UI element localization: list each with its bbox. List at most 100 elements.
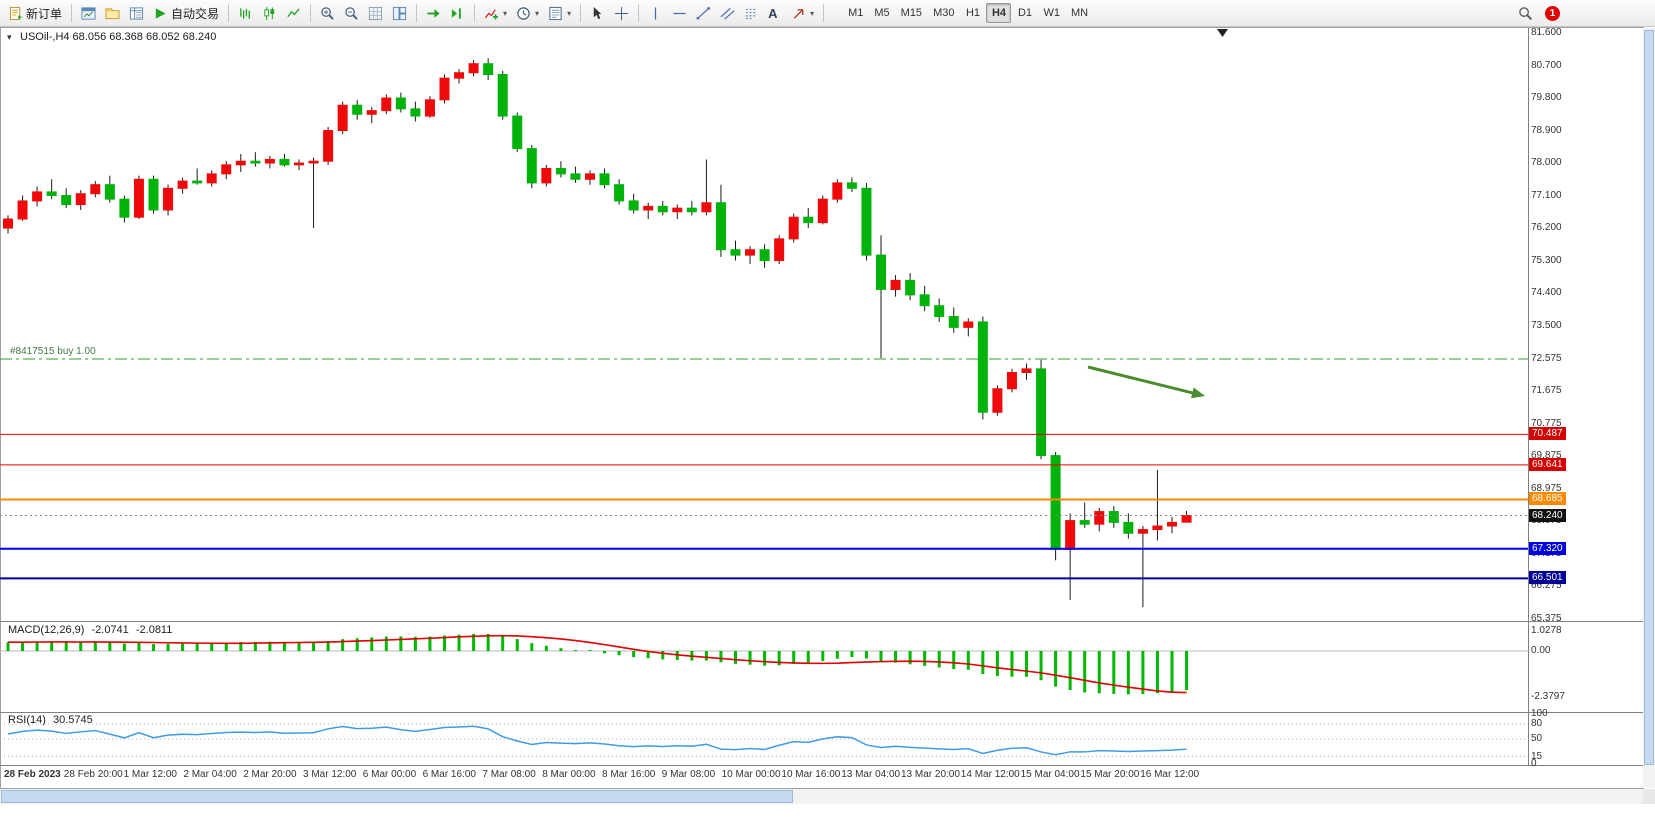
- vertical-scrollbar[interactable]: [1643, 28, 1655, 788]
- profiles-icon: [105, 6, 120, 21]
- dropdown-caret-icon: ▾: [810, 8, 815, 18]
- cursor-button[interactable]: [586, 2, 609, 24]
- bars-icon: [238, 6, 253, 21]
- toolbar-buttons: 新订单 自动交易 ▾ ▾ ▾ A ▾: [4, 2, 828, 24]
- chart-shift-button[interactable]: [446, 2, 469, 24]
- arrows-button[interactable]: ▾: [787, 2, 818, 24]
- vertical-line-button[interactable]: [644, 2, 667, 24]
- clock-icon: [516, 6, 531, 21]
- toolbar-separator: [580, 4, 582, 22]
- indicators-button[interactable]: ▾: [480, 2, 511, 24]
- auto-trading-label: 自动交易: [171, 6, 220, 21]
- rsi-value: 30.5745: [52, 714, 93, 726]
- toolbar-separator: [638, 4, 640, 22]
- crosshair-button[interactable]: [610, 2, 633, 24]
- search-button[interactable]: [1514, 2, 1537, 24]
- zoom-out-button[interactable]: [340, 2, 363, 24]
- timeframe-h4-button[interactable]: H4: [986, 3, 1012, 23]
- toolbar-separator: [228, 4, 230, 22]
- profiles-button[interactable]: [101, 2, 124, 24]
- horizontal-line-button[interactable]: [668, 2, 691, 24]
- trendline-button[interactable]: [692, 2, 715, 24]
- vline-icon: [648, 6, 663, 21]
- timeframe-m30-button[interactable]: M30: [928, 3, 959, 23]
- cursor-icon: [590, 6, 605, 21]
- arrow-tool-icon: [791, 6, 806, 21]
- template-icon: [548, 6, 563, 21]
- timeframe-toolbar: M1 M5 M15 M30 H1 H4 D1 W1 MN: [843, 3, 1093, 23]
- timeframe-m5-button[interactable]: M5: [869, 3, 894, 23]
- macd-value-signal: -2.0811: [135, 624, 173, 636]
- search-icon: [1518, 6, 1533, 21]
- templates-button[interactable]: ▾: [544, 2, 575, 24]
- toolbar-separator: [71, 4, 73, 22]
- dropdown-caret-icon: ▾: [503, 8, 508, 18]
- new-order-label: 新订单: [26, 6, 63, 21]
- rsi-title-text: RSI(14): [8, 714, 46, 726]
- new-order-button[interactable]: 新订单: [4, 2, 66, 24]
- scrollbar-corner: [1643, 789, 1655, 804]
- chart-shift-icon: [450, 6, 465, 21]
- candlestick-chart-button[interactable]: [258, 2, 281, 24]
- zoom-in-icon: [320, 6, 335, 21]
- timeframe-w1-button[interactable]: W1: [1038, 3, 1065, 23]
- rsi-title: RSI(14) 30.5745: [8, 714, 93, 726]
- macd-value-main: -2.0741: [91, 624, 129, 636]
- tile-windows-button[interactable]: [388, 2, 411, 24]
- line-chart-button[interactable]: [282, 2, 305, 24]
- toolbar-separator: [823, 4, 825, 22]
- toolbar-separator: [474, 4, 476, 22]
- bar-chart-button[interactable]: [234, 2, 257, 24]
- chart-grid-icon: [81, 6, 96, 21]
- timeframe-m15-button[interactable]: M15: [896, 3, 927, 23]
- timeframe-m1-button[interactable]: M1: [843, 3, 868, 23]
- crosshair-icon: [614, 6, 629, 21]
- candles-icon: [262, 6, 277, 21]
- hline-icon: [672, 6, 687, 21]
- fibo-icon: [744, 6, 759, 21]
- auto-trading-button[interactable]: 自动交易: [149, 2, 223, 24]
- new-order-icon: [8, 6, 23, 21]
- text-a-icon: A: [768, 5, 778, 21]
- open-chart-button[interactable]: [77, 2, 100, 24]
- market-watch-button[interactable]: [125, 2, 148, 24]
- chart-title-text: USOil-,H4 68.056 68.368 68.052 68.240: [20, 31, 217, 43]
- text-button[interactable]: A: [764, 2, 786, 24]
- play-icon: [153, 6, 168, 21]
- channel-icon: [720, 6, 735, 21]
- equidistant-channel-button[interactable]: [716, 2, 739, 24]
- fibonacci-button[interactable]: [740, 2, 763, 24]
- line-icon: [286, 6, 301, 21]
- buy-order-label: #8417515 buy 1.00: [10, 346, 96, 357]
- timeframe-d1-button[interactable]: D1: [1012, 3, 1037, 23]
- macd-title: MACD(12,26,9) -2.0741 -2.0811: [8, 624, 172, 636]
- auto-scroll-icon: [426, 6, 441, 21]
- grid-button[interactable]: [364, 2, 387, 24]
- toolbar: 新订单 自动交易 ▾ ▾ ▾ A ▾ M1 M5 M15 M30 H1 H4 D1 W1 MN 1: [0, 0, 1655, 27]
- timeframe-h1-button[interactable]: H1: [960, 3, 985, 23]
- toolbar-right: 1: [1514, 2, 1560, 24]
- symbol-dropdown-icon[interactable]: ▾: [7, 32, 12, 42]
- chart-title: USOil-,H4 68.056 68.368 68.052 68.240: [20, 31, 216, 43]
- tiles-icon: [392, 6, 407, 21]
- zoom-out-icon: [344, 6, 359, 21]
- toolbar-separator: [310, 4, 312, 22]
- dropdown-caret-icon: ▾: [567, 8, 572, 18]
- dropdown-caret-icon: ▾: [535, 8, 540, 18]
- timeframe-mn-button[interactable]: MN: [1066, 3, 1093, 23]
- indicator-add-icon: [484, 6, 499, 21]
- notification-badge[interactable]: 1: [1545, 5, 1560, 21]
- market-watch-icon: [129, 6, 144, 21]
- auto-scroll-button[interactable]: [422, 2, 445, 24]
- vertical-scrollbar-thumb[interactable]: [1644, 30, 1654, 765]
- macd-title-text: MACD(12,26,9): [8, 624, 85, 636]
- periods-button[interactable]: ▾: [512, 2, 543, 24]
- horizontal-scrollbar-thumb[interactable]: [1, 790, 793, 803]
- horizontal-scrollbar[interactable]: [0, 789, 1643, 804]
- grid-icon: [368, 6, 383, 21]
- toolbar-separator: [416, 4, 418, 22]
- zoom-in-button[interactable]: [316, 2, 339, 24]
- trendline-icon: [696, 6, 711, 21]
